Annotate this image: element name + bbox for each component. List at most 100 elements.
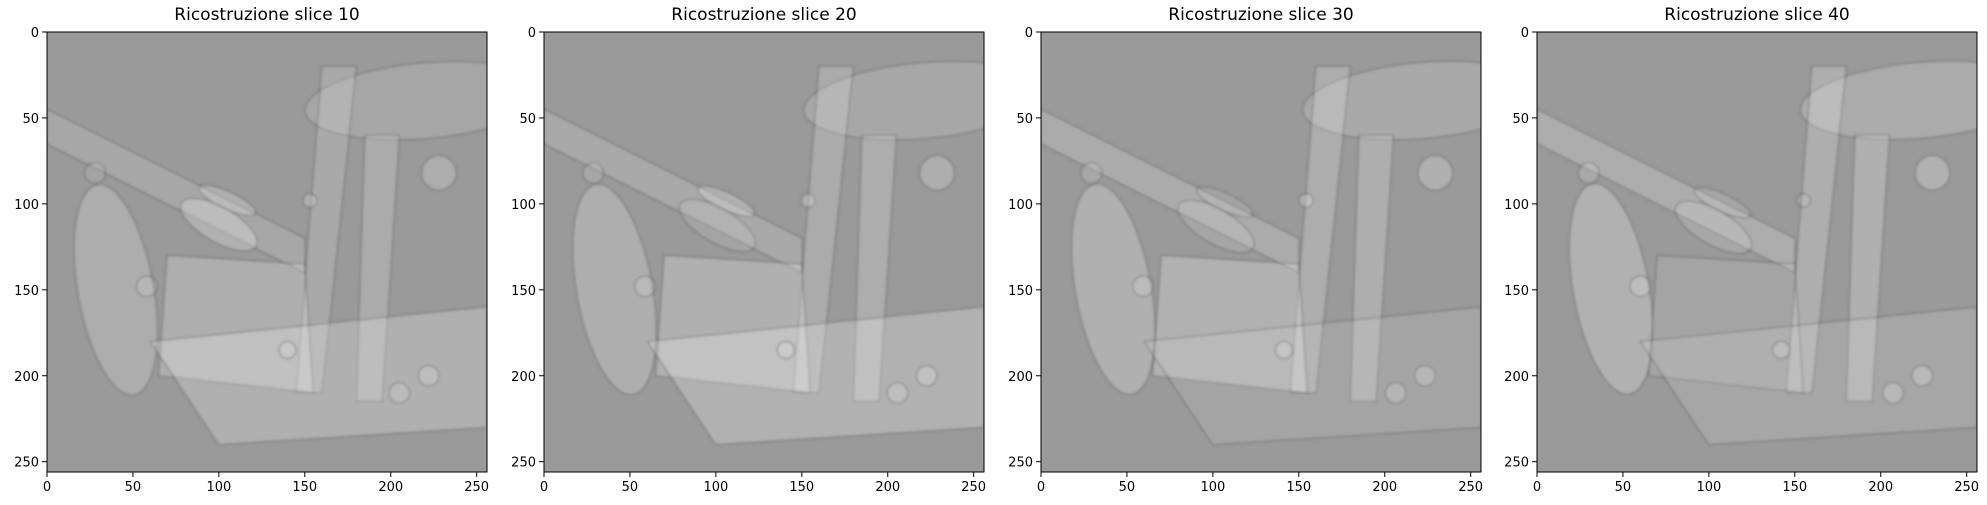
phantom-dot-4 — [886, 381, 909, 405]
x-tick-label: 50 — [125, 480, 142, 495]
x-tick-label: 200 — [1372, 480, 1397, 495]
phantom-dot-6 — [919, 154, 956, 191]
y-tick-label: 150 — [1504, 284, 1529, 299]
y-tick-label: 250 — [1008, 456, 1033, 471]
phantom-dot-3 — [1274, 340, 1294, 360]
phantom-large-ellipse-top-right — [1302, 60, 1481, 141]
x-tick-label: 150 — [292, 480, 317, 495]
x-tick-label: 50 — [622, 480, 639, 495]
x-tick-label: 200 — [1868, 480, 1893, 495]
phantom-dot-2 — [1132, 275, 1155, 298]
y-tick-label: 250 — [511, 456, 536, 471]
phantom-dot-1 — [84, 161, 107, 185]
x-tick-label: 250 — [1458, 480, 1483, 495]
x-tick-label: 50 — [1615, 480, 1632, 495]
y-tick-label: 250 — [14, 456, 39, 471]
panel-2: Ricostruzione slice 20 0 50 100 150 200 250 0 50… — [511, 5, 986, 495]
x-tick-label: 100 — [206, 480, 231, 495]
phantom-dot-6 — [1914, 154, 1951, 191]
reconstruction-image — [544, 32, 984, 472]
phantom-band-bottom — [1638, 306, 1977, 446]
x-tick-label: 0 — [43, 480, 51, 495]
y-tick-label: 0 — [1521, 26, 1529, 41]
phantom-band-bottom — [148, 306, 487, 446]
phantom-band-bottom — [1142, 306, 1481, 446]
y-tick-label: 150 — [1008, 284, 1033, 299]
y-tick-label: 0 — [528, 26, 536, 41]
x-tick-label: 50 — [1119, 480, 1136, 495]
y-tick-label: 50 — [1016, 112, 1033, 127]
phantom-dot-6 — [1417, 154, 1454, 191]
x-tick-label: 200 — [875, 480, 900, 495]
x-tick-label: 0 — [1533, 480, 1541, 495]
panel-title: Ricostruzione slice 30 — [1168, 5, 1353, 25]
panel-title: Ricostruzione slice 20 — [671, 5, 856, 25]
phantom-dot-1 — [1577, 161, 1600, 185]
phantom-dot-3 — [776, 340, 796, 360]
phantom-dot-1 — [1080, 161, 1103, 185]
x-tick-label: 100 — [703, 480, 728, 495]
phantom-dot-7 — [1298, 192, 1315, 209]
phantom-dot-4 — [388, 381, 411, 405]
phantom-dot-5 — [417, 364, 440, 387]
y-tick-label: 100 — [1008, 198, 1033, 213]
phantom-dot-2 — [633, 275, 656, 298]
axes-frame — [543, 31, 985, 473]
x-tick-label: 200 — [378, 480, 403, 495]
panel-title: Ricostruzione slice 10 — [174, 5, 359, 25]
phantom-dot-5 — [915, 364, 938, 387]
y-tick-label: 50 — [22, 112, 39, 127]
y-tick-label: 200 — [511, 370, 536, 385]
x-tick-label: 0 — [540, 480, 548, 495]
x-tick-label: 0 — [1037, 480, 1045, 495]
phantom-large-ellipse-top-right — [304, 60, 487, 141]
y-tick-label: 200 — [14, 370, 39, 385]
y-tick-label: 0 — [1025, 26, 1033, 41]
phantom-band-bottom — [645, 306, 984, 446]
y-tick-label: 150 — [511, 284, 536, 299]
axes-frame — [46, 31, 488, 473]
phantom-dot-1 — [582, 161, 605, 185]
x-tick-label: 150 — [1782, 480, 1807, 495]
y-tick-label: 100 — [14, 198, 39, 213]
x-tick-label: 150 — [1286, 480, 1311, 495]
y-tick-label: 100 — [511, 198, 536, 213]
phantom-dot-4 — [1881, 381, 1905, 405]
axes-frame — [1040, 31, 1482, 473]
panel-1: Ricostruzione slice 10 0 50 100 150 200 250 0 50… — [14, 5, 489, 495]
phantom-dot-6 — [420, 154, 457, 191]
y-tick-label: 0 — [31, 26, 39, 41]
phantom-dot-3 — [278, 340, 297, 360]
reconstruction-image — [1041, 32, 1481, 472]
phantom-dot-2 — [135, 275, 158, 298]
y-tick-label: 150 — [14, 284, 39, 299]
phantom-dot-4 — [1384, 381, 1407, 405]
y-tick-label: 250 — [1504, 456, 1529, 471]
phantom-dot-5 — [1413, 364, 1437, 387]
x-tick-label: 100 — [1696, 480, 1721, 495]
phantom-bright-ellipse — [1195, 185, 1254, 218]
phantom-dot-7 — [1795, 192, 1812, 209]
phantom-dot-3 — [1771, 340, 1791, 360]
y-tick-label: 200 — [1504, 370, 1529, 385]
y-tick-label: 200 — [1008, 370, 1033, 385]
y-tick-label: 50 — [519, 112, 536, 127]
reconstruction-image — [47, 32, 487, 472]
x-tick-label: 250 — [464, 480, 489, 495]
x-tick-label: 250 — [1954, 480, 1979, 495]
phantom-bright-ellipse — [1693, 186, 1752, 219]
panel-4: Ricostruzione slice 40 0 50 100 150 200 250 0 50… — [1504, 5, 1979, 495]
x-tick-label: 250 — [961, 480, 986, 495]
y-tick-label: 100 — [1504, 198, 1529, 213]
panel-3: Ricostruzione slice 30 0 50 100 150 200 250 0 50… — [1008, 5, 1483, 495]
x-tick-label: 150 — [789, 480, 814, 495]
phantom-dot-7 — [800, 192, 816, 209]
phantom-dot-7 — [302, 192, 318, 209]
x-tick-label: 100 — [1200, 480, 1225, 495]
phantom-dot-5 — [1911, 364, 1934, 387]
y-tick-label: 50 — [1512, 112, 1529, 127]
phantom-bright-ellipse — [697, 185, 756, 218]
panel-title: Ricostruzione slice 40 — [1664, 5, 1849, 25]
phantom-dot-2 — [1629, 275, 1652, 298]
